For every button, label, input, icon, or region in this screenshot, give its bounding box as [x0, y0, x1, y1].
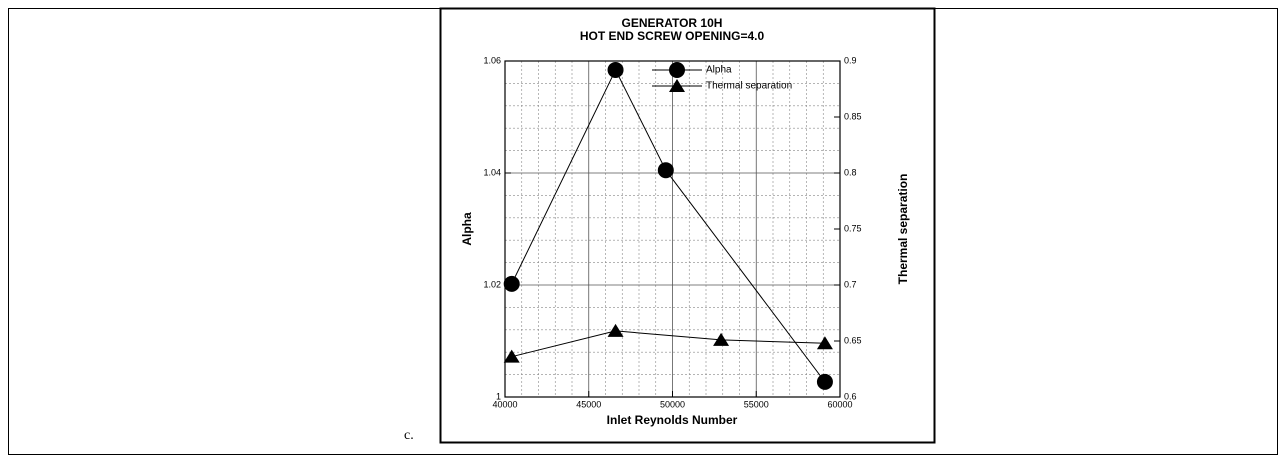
y2-axis-label: Thermal separation	[896, 174, 910, 285]
x-tick-label: 55000	[744, 399, 769, 409]
x-axis-label: Inlet Reynolds Number	[607, 413, 738, 427]
y2-tick-label: 0.65	[844, 335, 862, 345]
y2-tick-label: 0.8	[844, 167, 857, 177]
y2-tick-label: 0.85	[844, 111, 862, 121]
y2-tick-label: 0.9	[844, 55, 857, 65]
y2-tick-label: 0.75	[844, 223, 862, 233]
x-tick-label: 40000	[492, 399, 517, 409]
series-line	[511, 68, 826, 383]
chart-subtitle: HOT END SCREW OPENING=4.0	[580, 29, 765, 43]
x-tick-label: 45000	[576, 399, 601, 409]
legend-marker	[669, 62, 685, 78]
x-tick-label: 50000	[660, 399, 685, 409]
series-line	[511, 330, 825, 358]
marker	[713, 332, 730, 346]
chart-frame	[439, 7, 936, 444]
legend-marker	[669, 79, 685, 92]
marker	[503, 275, 520, 292]
marker	[816, 336, 833, 350]
marker	[503, 349, 520, 363]
legend-label: Alpha	[706, 65, 732, 76]
outer-frame	[8, 8, 1278, 455]
y-tick-label: 1.06	[483, 55, 501, 65]
marker	[607, 323, 624, 337]
marker	[607, 61, 624, 78]
x-tick-label: 60000	[827, 399, 852, 409]
legend-label: Thermal separation	[706, 81, 792, 92]
marker	[657, 162, 674, 179]
y-tick-label: 1	[496, 391, 501, 401]
marker	[816, 373, 833, 390]
y-tick-label: 1.04	[483, 167, 501, 177]
y2-tick-label: 0.6	[844, 391, 857, 401]
y-axis-label: Alpha	[460, 212, 474, 246]
chart-title: GENERATOR 10H	[622, 16, 723, 30]
y2-tick-label: 0.7	[844, 279, 857, 289]
plot-border	[504, 60, 841, 398]
caption: c.	[404, 428, 414, 443]
y-tick-label: 1.02	[483, 279, 501, 289]
